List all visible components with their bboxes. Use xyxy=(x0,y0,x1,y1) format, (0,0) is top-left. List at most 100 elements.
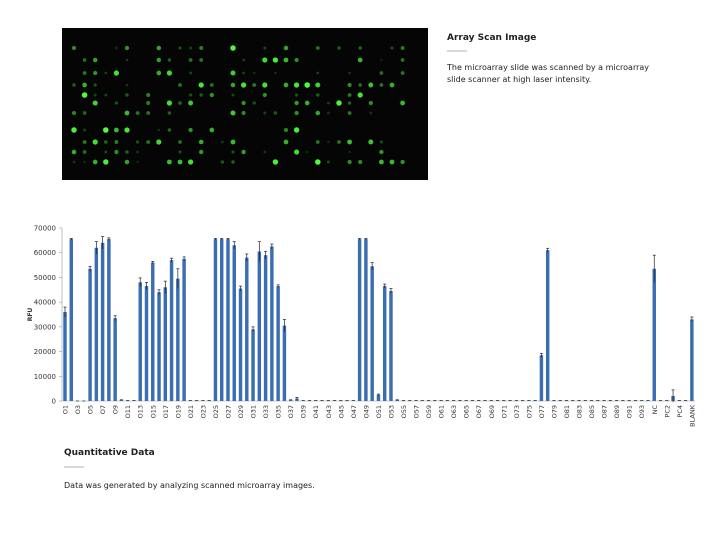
scan-spot xyxy=(304,82,310,88)
scan-title: Array Scan Image xyxy=(447,33,536,43)
scan-spot xyxy=(242,72,245,75)
scan-spot xyxy=(284,83,289,88)
scan-spot xyxy=(368,83,373,88)
scan-spot xyxy=(273,159,278,164)
scan-spot xyxy=(210,83,214,87)
scan-spot xyxy=(146,111,150,115)
scan-spot xyxy=(231,140,236,145)
x-tick-label: O79 xyxy=(550,405,558,418)
x-tick-label: O21 xyxy=(187,405,195,418)
y-tick-label: 30000 xyxy=(34,323,56,331)
scan-spot xyxy=(230,45,236,51)
scan-spot xyxy=(189,47,192,50)
scan-spot xyxy=(379,150,383,154)
scan-spot xyxy=(168,111,172,115)
scan-spot xyxy=(125,111,130,116)
scan-spot xyxy=(178,46,181,49)
scan-spot xyxy=(400,160,404,164)
x-tick-label: O57 xyxy=(413,405,421,418)
x-tick-label: O75 xyxy=(525,405,533,418)
scan-spot xyxy=(358,92,363,97)
scan-spot xyxy=(188,159,193,164)
bar xyxy=(389,291,392,401)
scan-spot xyxy=(284,128,288,132)
scan-spot xyxy=(294,82,299,87)
scan-spot xyxy=(157,46,162,51)
scan-spot xyxy=(284,46,289,51)
scan-spot xyxy=(71,127,76,132)
bar xyxy=(88,269,91,401)
bar xyxy=(63,312,66,401)
scan-spot xyxy=(156,139,161,144)
scan-spot xyxy=(178,150,181,153)
scan-spot xyxy=(126,84,129,87)
scan-spot xyxy=(94,94,97,97)
scan-spot xyxy=(114,140,118,144)
scan-spot xyxy=(337,140,341,144)
scan-spot xyxy=(306,151,308,153)
scan-spot xyxy=(284,58,289,63)
scan-spot xyxy=(253,101,256,104)
bar xyxy=(364,239,367,401)
scan-spot xyxy=(241,101,245,105)
scan-spot xyxy=(189,93,192,96)
scan-spot xyxy=(157,129,160,132)
scan-spot xyxy=(294,149,299,154)
scan-spot xyxy=(390,160,395,165)
x-tick-label: O45 xyxy=(337,405,345,418)
scan-spot xyxy=(241,82,246,87)
scan-spot xyxy=(337,46,340,49)
x-tick-label: O87 xyxy=(601,405,609,418)
x-tick-label: O55 xyxy=(400,405,408,418)
scan-spot xyxy=(83,111,87,115)
bar xyxy=(546,250,549,401)
x-tick-label: BLANK xyxy=(688,404,696,427)
x-tick-label: O77 xyxy=(538,405,546,418)
scan-spot xyxy=(242,111,246,115)
scan-spot xyxy=(189,72,192,75)
scan-spot xyxy=(263,151,266,154)
scan-spot xyxy=(221,160,224,163)
x-tick-label: O89 xyxy=(613,405,621,418)
scan-spot xyxy=(72,150,77,155)
scan-spot xyxy=(348,72,351,75)
scan-spot xyxy=(221,141,224,144)
x-tick-label: O31 xyxy=(250,405,258,418)
scan-spot xyxy=(316,140,320,144)
scan-spot xyxy=(390,83,395,88)
bar xyxy=(251,329,254,401)
scan-spot xyxy=(230,110,235,115)
scan-spot xyxy=(178,140,182,144)
bar xyxy=(164,287,167,401)
scan-spot xyxy=(232,94,235,97)
scan-spot xyxy=(390,46,393,49)
scan-spot xyxy=(188,128,192,132)
scan-spot xyxy=(93,71,97,75)
scan-spot xyxy=(347,140,352,145)
scan-spot xyxy=(188,101,193,106)
scan-spot xyxy=(348,160,352,164)
scan-spot xyxy=(263,46,266,49)
scan-spot xyxy=(274,72,277,75)
scan-spot xyxy=(168,128,172,132)
scan-spot xyxy=(125,160,130,165)
scan-description: The microarray slide was scanned by a mi… xyxy=(447,62,657,86)
scan-spot xyxy=(369,101,373,105)
scan-spot xyxy=(368,140,373,145)
x-tick-label: O15 xyxy=(149,405,157,418)
scan-spot xyxy=(348,83,352,87)
scan-spot xyxy=(167,100,172,105)
scan-spot xyxy=(72,46,76,50)
x-tick-label: O83 xyxy=(576,405,584,418)
bar xyxy=(220,239,223,401)
y-tick-label: 50000 xyxy=(34,274,56,282)
scan-spot xyxy=(156,71,161,76)
scan-spot xyxy=(189,58,193,62)
x-tick-label: O17 xyxy=(162,405,170,418)
scan-spot xyxy=(316,93,319,96)
bar xyxy=(283,326,286,401)
scan-spot xyxy=(146,140,150,144)
bar xyxy=(170,260,173,401)
scan-spot xyxy=(327,102,330,105)
